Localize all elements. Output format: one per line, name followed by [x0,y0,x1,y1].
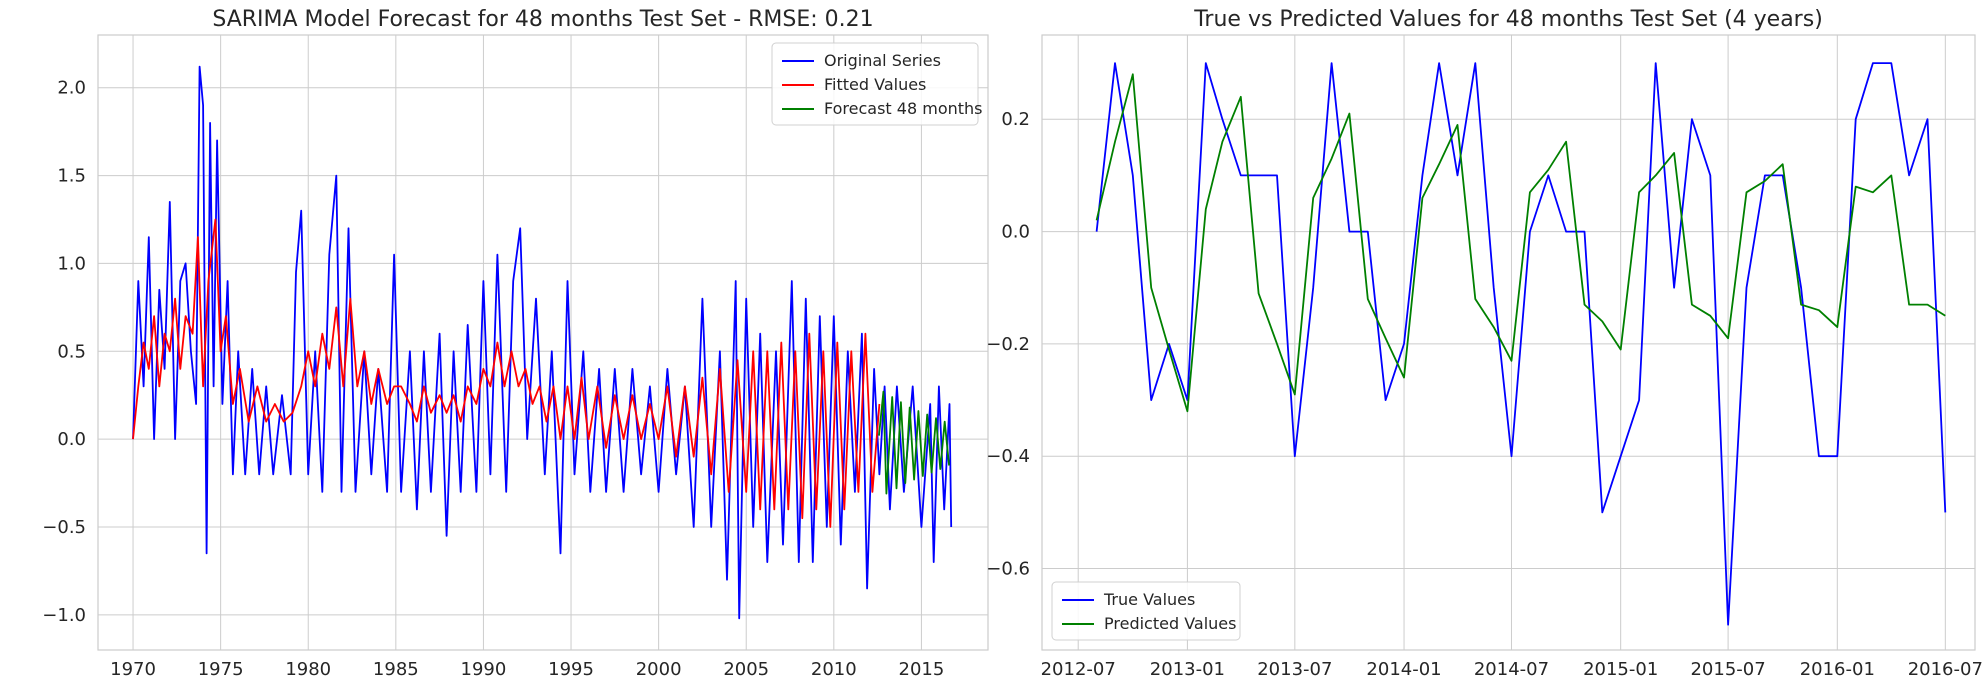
series-line-fitted-values [132,218,881,528]
series-line-predicted-values [1095,73,1946,413]
x-tick-label: 2015-07 [1690,659,1765,680]
y-tick-label: 0.2 [1001,109,1030,130]
y-tick-label: 2.0 [57,78,86,99]
x-tick-label: 1975 [198,659,244,680]
series-line-original-series [132,65,953,620]
x-tick-label: 1985 [373,659,419,680]
legend-label: Predicted Values [1104,614,1236,633]
x-tick-label: 2014-07 [1474,659,1549,680]
x-tick-label: 2015 [899,659,945,680]
x-tick-label: 2016-07 [1908,659,1983,680]
series-line-forecast-48-months [878,390,950,495]
legend-label: Fitted Values [824,75,926,94]
y-tick-label: −0.5 [42,517,86,538]
sarima-forecast-chart: SARIMA Model Forecast for 48 months Test… [42,7,989,680]
x-tick-label: 1990 [461,659,507,680]
x-tick-label: 2005 [723,659,769,680]
legend-label: Original Series [824,51,941,70]
x-tick-label: 2016-01 [1800,659,1875,680]
x-tick-label: 2012-07 [1041,659,1116,680]
y-tick-label: −0.6 [986,559,1030,580]
y-tick-label: 0.5 [57,341,86,362]
legend-label: True Values [1103,590,1195,609]
x-tick-label: 1980 [285,659,331,680]
x-tick-label: 2015-01 [1583,659,1658,680]
plot-area-frame [1041,34,1976,651]
series-line-true-values [1095,62,1947,626]
true-vs-predicted-chart: True vs Predicted Values for 48 months T… [986,7,1983,680]
y-tick-label: 0.0 [1001,222,1030,243]
legend-label: Forecast 48 months [824,99,983,118]
x-tick-label: 2013-07 [1257,659,1332,680]
x-tick-label: 1970 [110,659,156,680]
y-tick-label: −0.2 [986,334,1030,355]
legend: Original Series Fitted Values Forecast 48 … [771,42,983,126]
y-tick-label: 1.5 [57,166,86,187]
y-tick-label: −1.0 [42,605,86,626]
y-tick-label: 0.0 [57,429,86,450]
legend-box [1051,581,1241,641]
y-tick-label: 1.0 [57,253,86,274]
legend: True Values Predicted Values [1051,581,1241,641]
chart-title: True vs Predicted Values for 48 months T… [1193,7,1823,32]
x-tick-label: 2014-01 [1366,659,1441,680]
plot-area-frame [97,34,989,651]
x-tick-label: 2000 [636,659,682,680]
legend-box [771,42,979,126]
y-tick-label: −0.4 [986,446,1030,467]
x-tick-label: 2010 [811,659,857,680]
chart-title: SARIMA Model Forecast for 48 months Test… [212,7,873,32]
x-tick-label: 1995 [548,659,594,680]
x-tick-label: 2013-01 [1150,659,1225,680]
